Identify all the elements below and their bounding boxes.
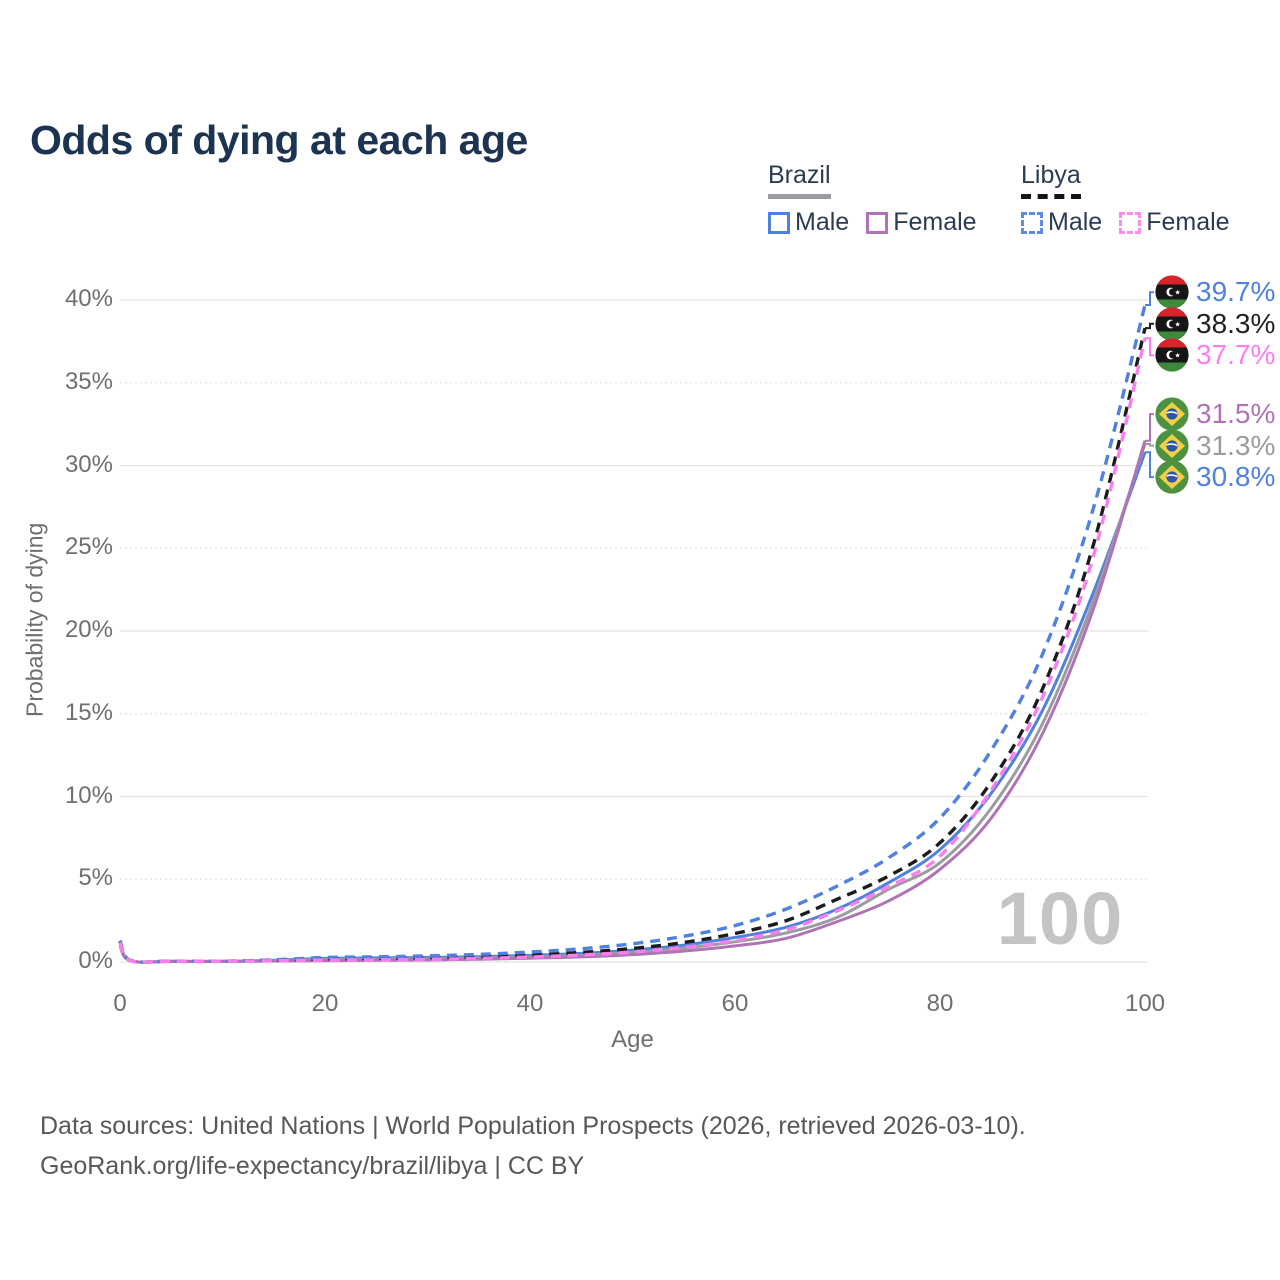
legend-label-brazil-male: Male <box>795 208 850 236</box>
x-axis-title: Age <box>611 1026 654 1053</box>
end-label-libya-male: 39.7% <box>1155 275 1275 309</box>
legend-country-libya[interactable]: Libya <box>1021 161 1081 199</box>
y-tick-label: 40% <box>64 285 113 312</box>
end-label-connector <box>1145 337 1154 357</box>
end-value: 37.7% <box>1196 339 1276 371</box>
libya-flag-icon <box>1155 338 1189 372</box>
y-tick-label: 15% <box>64 698 113 726</box>
end-label-connector <box>1145 451 1154 479</box>
end-label-libya-both: 38.3% <box>1155 307 1275 341</box>
age-watermark: 100 <box>996 877 1124 960</box>
end-value: 39.7% <box>1196 276 1276 308</box>
series-line-libya-both <box>118 327 1147 964</box>
legend-label-brazil-female: Female <box>893 208 977 236</box>
legend-group-libya: Libya Male Female <box>1021 161 1230 237</box>
x-tick-label: 40 <box>516 990 544 1017</box>
end-label-connector <box>1145 291 1154 306</box>
end-label-connector <box>1145 443 1154 447</box>
legend-entry-brazil-male[interactable]: Male <box>768 208 849 237</box>
x-tick-label: 0 <box>113 990 127 1017</box>
brazil-female-swatch-icon[interactable] <box>866 211 889 234</box>
legend-row-libya: Male Female <box>1021 208 1230 237</box>
end-label-brazil-both: 31.3% <box>1155 429 1275 463</box>
legend-entry-brazil-female[interactable]: Female <box>866 208 977 237</box>
y-tick-label: 25% <box>64 533 113 561</box>
x-tick-label: 80 <box>926 990 954 1017</box>
legend-label-libya-female: Female <box>1146 208 1230 236</box>
y-tick-label: 5% <box>78 864 113 892</box>
brazil-male-swatch-icon[interactable] <box>768 211 790 234</box>
y-tick-label: 0% <box>78 947 113 974</box>
end-label-brazil-male: 30.8% <box>1155 460 1275 494</box>
libya-male-swatch-icon[interactable] <box>1021 211 1043 234</box>
series-line-libya-female <box>118 337 1147 964</box>
legend-label-libya-male: Male <box>1048 208 1103 236</box>
footer-sources-line: Data sources: United Nations | World Pop… <box>40 1112 1026 1140</box>
x-tick-label: 100 <box>1124 990 1166 1017</box>
libya-female-swatch-icon[interactable] <box>1119 211 1142 234</box>
footer: Data sources: United Nations | World Pop… <box>40 1106 1026 1186</box>
brazil-flag-icon <box>1155 397 1189 431</box>
legend-entry-libya-female[interactable]: Female <box>1119 208 1230 237</box>
y-tick-label: 30% <box>64 450 113 478</box>
libya-flag-icon <box>1155 275 1189 309</box>
brazil-flag-icon <box>1155 460 1189 494</box>
end-value: 31.5% <box>1196 398 1276 430</box>
legend-group-brazil: Brazil Male Female <box>768 161 977 237</box>
x-tick-label: 60 <box>721 990 749 1017</box>
end-value: 30.8% <box>1196 461 1276 493</box>
y-tick-label: 20% <box>64 616 113 643</box>
footer-url-line: GeoRank.org/life-expectancy/brazil/libya… <box>40 1152 585 1180</box>
y-tick-label: 10% <box>64 781 113 809</box>
end-label-libya-female: 37.7% <box>1155 338 1275 372</box>
legend-country-brazil[interactable]: Brazil <box>768 161 831 199</box>
legend-row-brazil: Male Female <box>768 208 977 237</box>
x-tick-label: 20 <box>311 990 339 1017</box>
legend-entry-libya-male[interactable]: Male <box>1021 208 1102 237</box>
series-line-libya-male <box>118 304 1147 964</box>
page-title: Odds of dying at each age <box>30 117 528 164</box>
end-label-connector <box>1145 413 1154 442</box>
libya-flag-icon <box>1155 307 1189 341</box>
end-label-connector <box>1145 322 1154 330</box>
y-tick-label: 35% <box>64 367 113 395</box>
end-value: 38.3% <box>1196 307 1276 339</box>
end-value: 31.3% <box>1196 429 1276 461</box>
brazil-flag-icon <box>1155 429 1189 463</box>
end-label-brazil-female: 31.5% <box>1155 397 1275 431</box>
